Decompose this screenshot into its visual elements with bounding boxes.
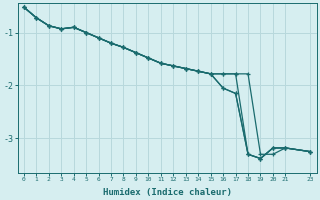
X-axis label: Humidex (Indice chaleur): Humidex (Indice chaleur) (103, 188, 232, 197)
